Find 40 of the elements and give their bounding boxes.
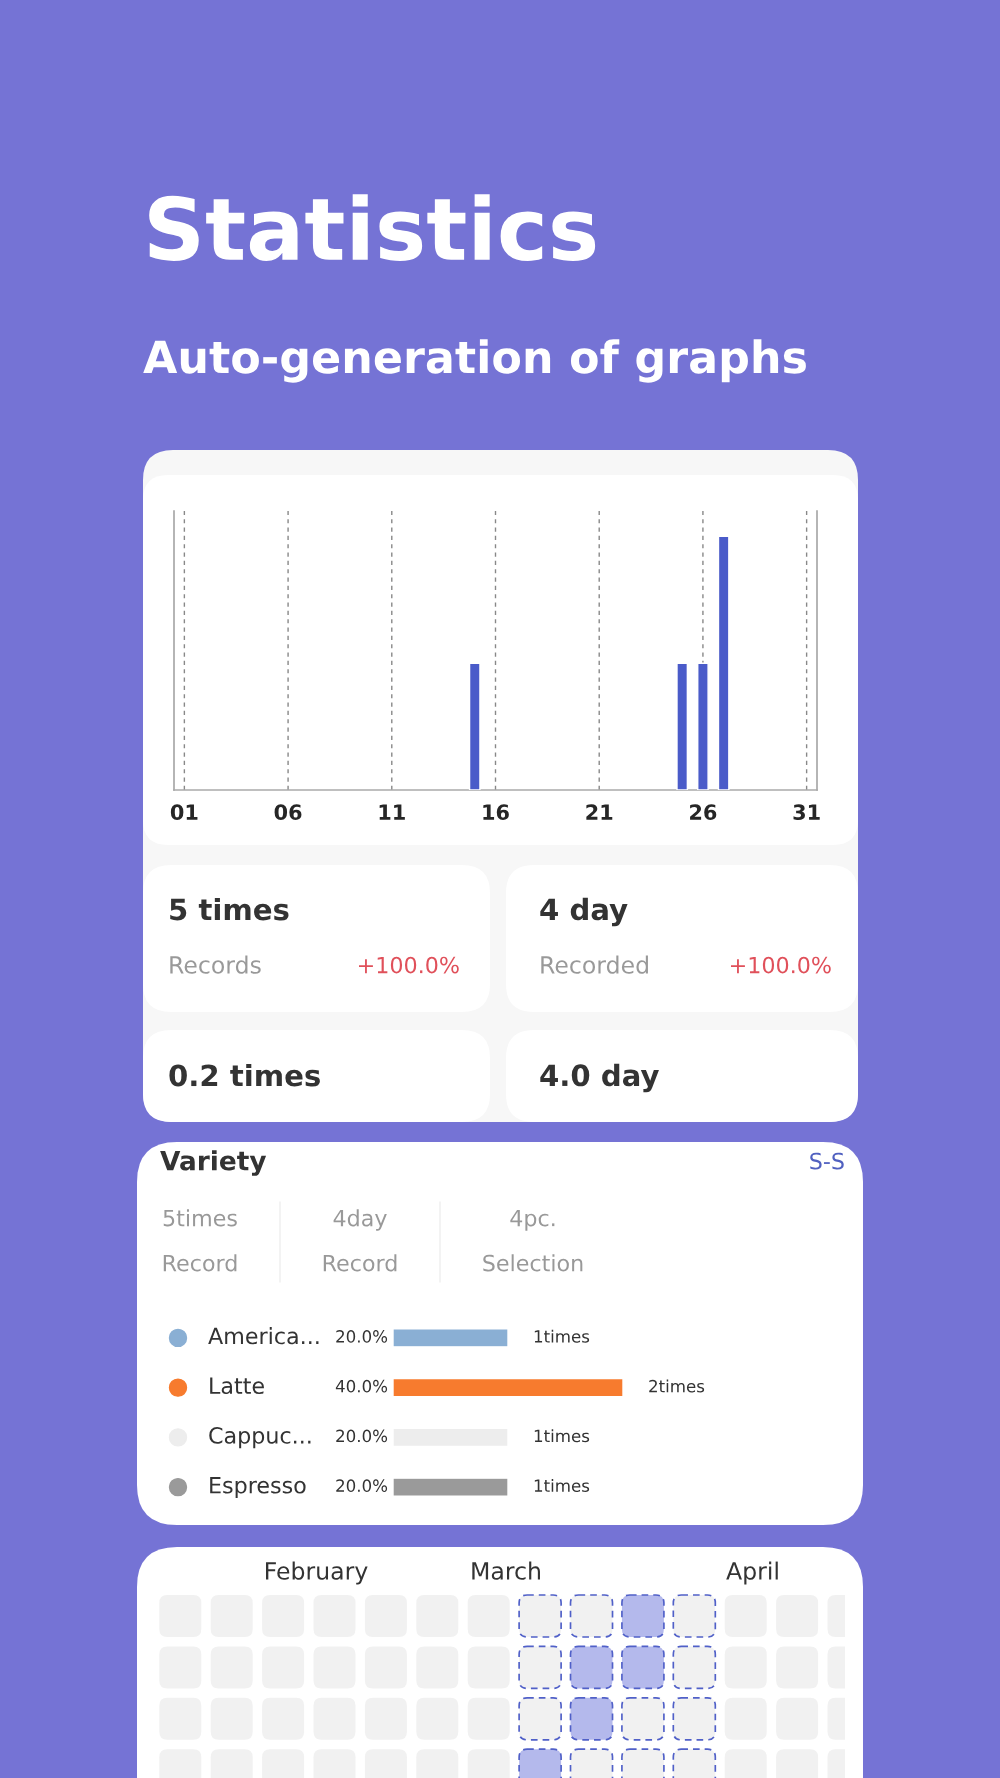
y-tick-label: Espresso — [210, 1477, 306, 1498]
text: +100.0% — [731, 956, 831, 974]
text: February — [266, 1561, 368, 1585]
y-tick-label: Latte — [210, 1377, 264, 1395]
x-tick-label: 06 — [274, 804, 302, 821]
data-label: 2times — [649, 1379, 705, 1393]
chart-title: Variety — [160, 1150, 267, 1176]
y-tick-label: America... — [208, 1327, 319, 1345]
text: 20.0% — [336, 1330, 388, 1343]
x-tick-label: 26 — [690, 804, 717, 821]
text: Recorded — [541, 955, 648, 974]
x-tick-label: 01 — [170, 804, 198, 821]
text: Record — [323, 1254, 397, 1272]
data-label: 1times — [534, 1429, 590, 1443]
text: 5 times — [170, 897, 289, 921]
text: 20.0% — [336, 1479, 388, 1492]
text: 4 day — [540, 897, 628, 927]
text: Selection — [483, 1254, 583, 1272]
text: Records — [170, 955, 261, 974]
text: 4day — [333, 1209, 387, 1231]
text: 40.0% — [335, 1379, 388, 1393]
text: March — [472, 1561, 540, 1580]
text: April — [726, 1561, 778, 1585]
text: S-S — [810, 1152, 844, 1170]
x-tick-label: 16 — [483, 804, 509, 821]
x-tick-label: 21 — [586, 804, 613, 820]
text: Record — [163, 1254, 237, 1272]
data-label: 1times — [534, 1479, 590, 1492]
text: 0.2 times — [169, 1063, 320, 1087]
text: 4pc. — [510, 1209, 555, 1231]
text: 20.0% — [336, 1429, 388, 1443]
y-tick-label: Cappuc... — [209, 1427, 311, 1449]
text: 5times — [163, 1209, 237, 1227]
data-label: 1times — [534, 1329, 590, 1343]
x-tick-label: 31 — [793, 804, 820, 821]
x-tick-label: 11 — [379, 804, 405, 820]
text: +100.0% — [359, 956, 459, 974]
chart-title: Statistics — [149, 194, 596, 261]
text: 4.0 day — [540, 1063, 659, 1093]
chart-subtitle: Auto-generation of graphs — [143, 339, 806, 383]
